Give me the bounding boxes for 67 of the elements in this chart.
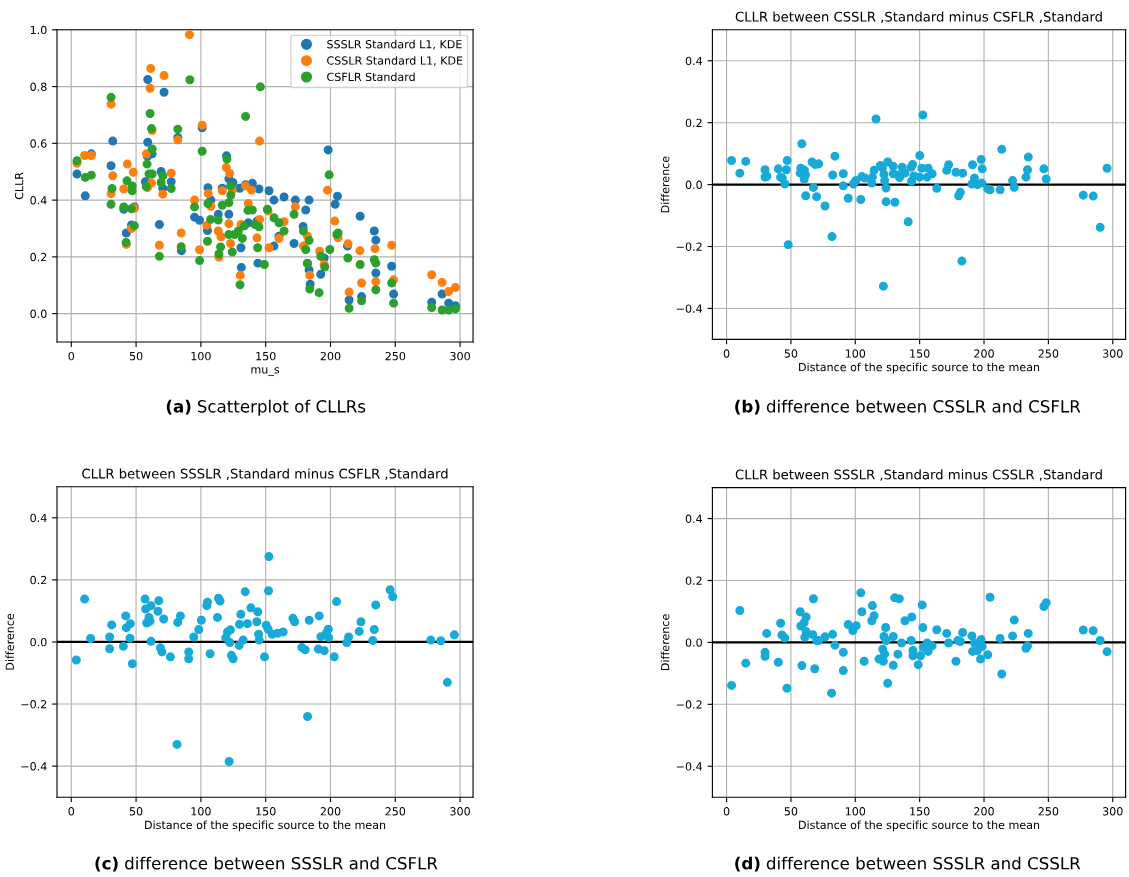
x-tick-label: 100: [845, 349, 866, 358]
x-tick-label: 150: [256, 807, 276, 816]
text: (d) difference between SSSLR and CSSLR: [735, 856, 1081, 872]
y-tick-label: 0.4: [685, 56, 703, 66]
text: (b) difference between CSSLR and CSFLR: [735, 399, 1081, 415]
y-tick-label: 0.2: [685, 576, 702, 585]
y-tick-label: −0.4: [676, 762, 703, 771]
x-tick-label: 150: [910, 807, 930, 816]
y-tick-label: −0.2: [21, 700, 47, 709]
x-tick-label: 150: [256, 351, 276, 361]
x-tick-label: 300: [450, 351, 470, 361]
y-tick-label: 0.2: [30, 575, 47, 585]
x-tick-label: 300: [450, 807, 470, 816]
x-tick-label: 200: [974, 349, 994, 358]
y-tick-label: −0.4: [676, 304, 703, 313]
y-tick-label: 0.4: [30, 513, 47, 523]
y-tick-label: 0.4: [685, 514, 703, 523]
x-tick-label: 0: [68, 351, 75, 361]
x-tick-label: 50: [784, 807, 798, 816]
y-tick-label: 0.8: [30, 82, 47, 91]
chart-title: CLLR between SSSLR ,Standard minus CSFLR ,Standard: [82, 468, 448, 480]
y-tick-label: 0.0: [685, 180, 702, 189]
legend-label: SSSLR Standard L1, KDE: [327, 39, 462, 50]
x-tick-label: 250: [1038, 807, 1059, 816]
x-tick-label: 250: [385, 351, 406, 361]
y-axis-title: Difference: [660, 614, 670, 671]
x-tick-label: 200: [974, 807, 994, 816]
x-tick-label: 100: [191, 807, 211, 816]
y-tick-label: 0.2: [30, 252, 47, 262]
x-tick-label: 300: [1102, 349, 1123, 358]
legend-label: CSSLR Standard L1, KDE: [327, 56, 463, 66]
y-tick-label: −0.4: [21, 762, 47, 771]
x-axis-title: Distance of the specific source to the mean: [145, 820, 386, 832]
x-tick-label: 50: [784, 349, 798, 358]
y-tick-label: 0.0: [30, 309, 47, 319]
x-tick-label: 0: [723, 807, 730, 816]
x-tick-label: 50: [129, 807, 143, 816]
x-tick-label: 100: [191, 351, 211, 361]
y-tick-label: 0.6: [30, 139, 47, 148]
y-tick-label: 1.0: [30, 25, 47, 35]
x-tick-label: 0: [68, 807, 75, 816]
x-tick-label: 50: [129, 351, 143, 361]
x-tick-label: 0: [723, 349, 730, 358]
x-axis-title: mu_s: [251, 367, 280, 377]
y-tick-label: 0.0: [30, 637, 47, 647]
y-tick-label: −0.2: [676, 242, 702, 251]
text: (c) difference between SSSLR and CSFLR: [95, 856, 438, 872]
x-tick-label: 250: [385, 807, 406, 816]
x-tick-label: 250: [1038, 349, 1059, 358]
y-axis-title: Difference: [5, 613, 14, 670]
x-axis-title: Distance of the specific source to the mean: [799, 362, 1040, 374]
x-tick-label: 200: [320, 351, 341, 361]
text: (a) Scatterplot of CLLRs: [166, 399, 366, 416]
x-tick-label: 100: [845, 807, 866, 816]
chart-title: CLLR between CSSLR ,Standard minus CSFLR ,Standard: [735, 11, 1102, 24]
chart-title: CLLR between SSSLR ,Standard minus CSSLR ,Standard: [735, 469, 1102, 481]
y-axis-title: Difference: [660, 156, 670, 213]
x-tick-label: 150: [910, 349, 930, 358]
y-tick-label: 0.0: [685, 638, 702, 647]
x-axis-title: Distance of the specific source to the mean: [799, 820, 1040, 832]
y-axis-title: CLLR: [14, 172, 24, 200]
y-tick-label: 0.2: [685, 118, 702, 128]
y-tick-label: −0.2: [676, 700, 702, 709]
y-tick-label: 0.4: [30, 196, 47, 205]
x-tick-label: 300: [1102, 807, 1123, 816]
legend-label: CSFLR Standard: [327, 72, 415, 82]
x-tick-label: 200: [320, 807, 341, 816]
